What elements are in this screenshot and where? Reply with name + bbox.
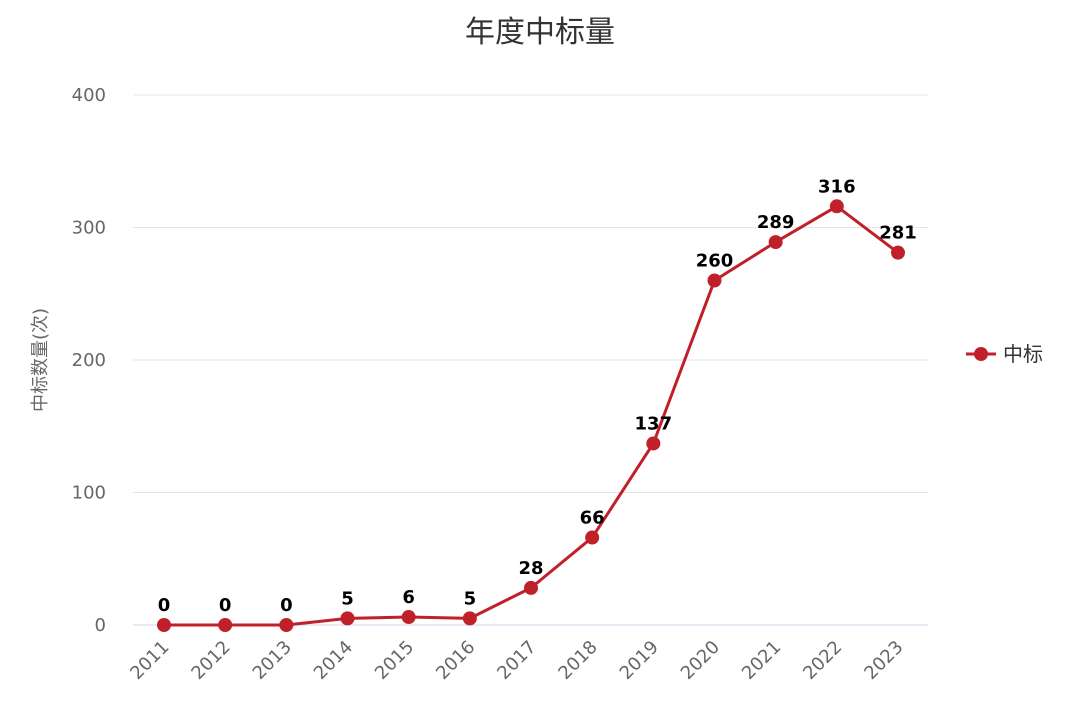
data-label: 6 (402, 587, 415, 608)
x-tick-label: 2020 (677, 637, 724, 684)
legend-label: 中标 (1003, 342, 1043, 366)
data-point[interactable] (157, 618, 171, 632)
data-label: 66 (580, 508, 605, 529)
data-label: 5 (464, 588, 477, 609)
x-tick-label: 2013 (249, 637, 296, 684)
data-label: 281 (879, 223, 917, 244)
y-axis-label: 中标数量(次) (30, 308, 51, 412)
data-label: 289 (757, 212, 795, 233)
data-label: 5 (341, 588, 354, 609)
data-point[interactable] (585, 530, 600, 545)
x-tick-label: 2015 (371, 637, 418, 684)
data-point[interactable] (707, 273, 722, 288)
chart-title: 年度中标量 (465, 15, 615, 50)
data-point[interactable] (768, 235, 783, 250)
data-label: 0 (280, 595, 293, 616)
x-tick-label: 2011 (126, 637, 173, 684)
y-tick-label: 400 (72, 85, 106, 106)
data-label: 316 (818, 176, 856, 197)
x-tick-label: 2012 (187, 637, 234, 684)
data-label: 137 (635, 413, 673, 434)
data-point[interactable] (340, 611, 355, 626)
data-point[interactable] (524, 580, 538, 595)
data-label: 260 (696, 251, 734, 272)
data-label: 28 (518, 558, 543, 579)
data-point[interactable] (891, 245, 905, 260)
data-point[interactable] (646, 436, 661, 451)
legend-marker (974, 347, 988, 361)
y-tick-label: 200 (72, 350, 106, 371)
y-tick-label: 0 (95, 615, 106, 636)
y-tick-label: 300 (72, 218, 106, 239)
x-tick-label: 2023 (860, 637, 907, 684)
data-point[interactable] (829, 199, 844, 214)
data-point[interactable] (279, 618, 294, 632)
x-tick-label: 2019 (616, 637, 663, 684)
x-tick-label: 2016 (432, 637, 479, 684)
y-tick-label: 100 (72, 483, 106, 504)
data-point[interactable] (401, 610, 416, 625)
data-label: 0 (158, 595, 171, 616)
legend[interactable]: 中标 (966, 342, 1043, 366)
x-tick-label: 2018 (554, 637, 601, 684)
data-point[interactable] (462, 611, 477, 626)
x-tick-label: 2021 (738, 637, 785, 684)
x-tick-label: 2017 (493, 637, 540, 684)
x-tick-label: 2022 (799, 637, 846, 684)
x-tick-label: 2014 (310, 637, 357, 684)
data-label: 0 (219, 595, 232, 616)
data-point[interactable] (218, 618, 233, 632)
